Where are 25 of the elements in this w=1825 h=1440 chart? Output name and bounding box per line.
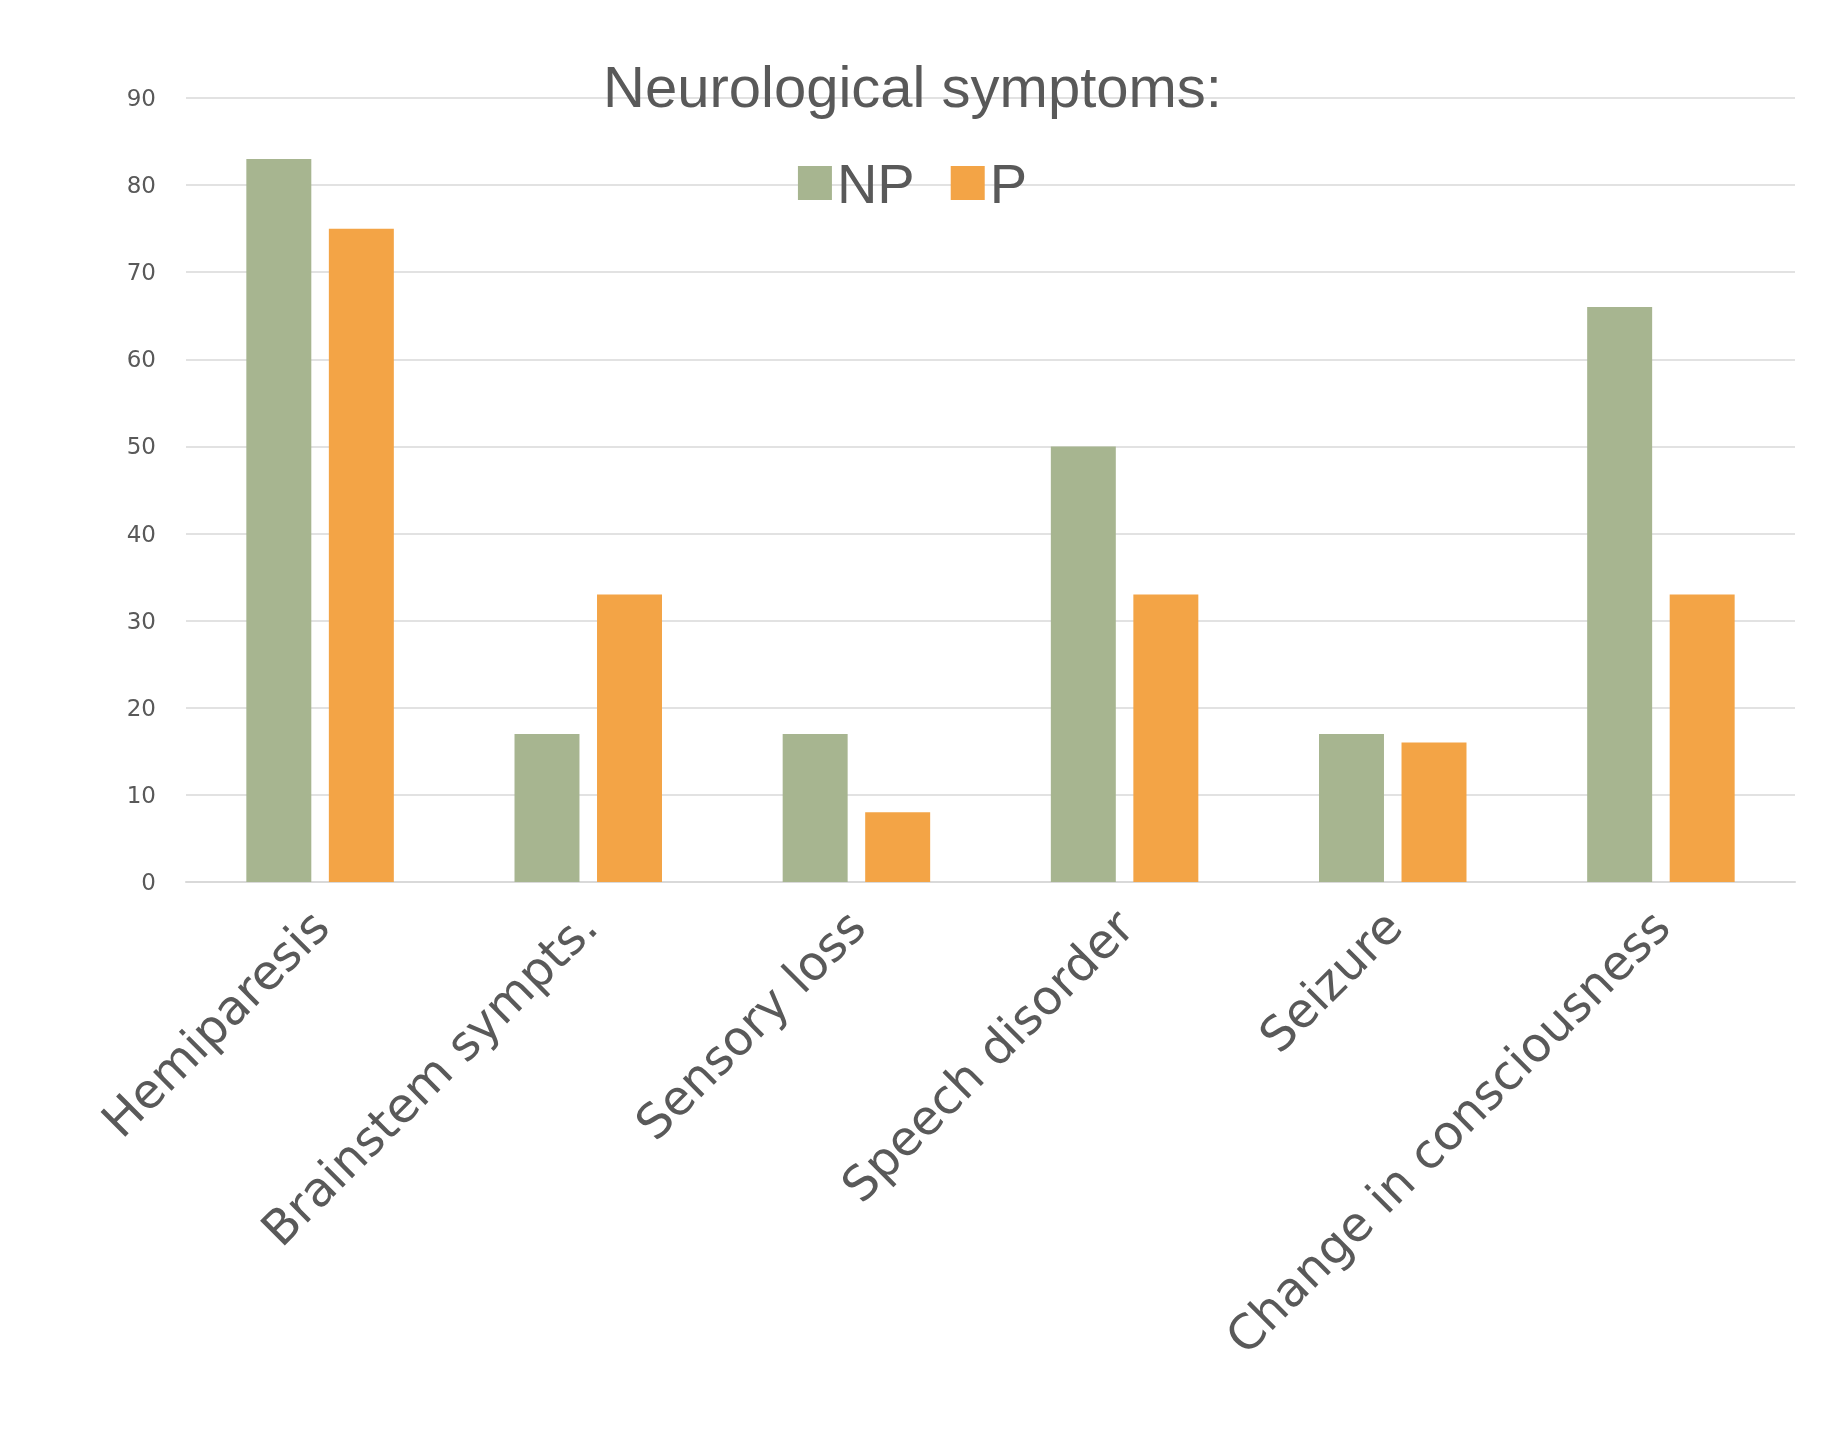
bar xyxy=(514,733,580,882)
bar xyxy=(1401,742,1467,882)
bar xyxy=(782,733,848,882)
y-tick-label: 10 xyxy=(126,781,156,808)
bar xyxy=(1669,594,1735,882)
y-tick-label: 70 xyxy=(126,259,156,286)
bar xyxy=(1587,307,1653,882)
y-tick-label: 50 xyxy=(126,433,156,460)
bar xyxy=(1319,733,1384,882)
y-tick-label: 0 xyxy=(141,869,156,895)
chart-title: Neurological symptoms: xyxy=(603,53,1222,119)
y-tick-label: 20 xyxy=(126,694,156,721)
y-tick-label: 40 xyxy=(126,520,156,547)
bar xyxy=(1133,594,1199,882)
legend-label: P xyxy=(989,151,1028,215)
y-tick-label: 60 xyxy=(126,346,156,373)
y-tick-label: 30 xyxy=(126,607,156,634)
bar xyxy=(1050,446,1116,882)
bar xyxy=(597,594,662,882)
bar xyxy=(246,158,312,882)
bar xyxy=(328,228,394,882)
bar xyxy=(865,812,931,882)
y-tick-label: 90 xyxy=(126,85,156,111)
y-tick-label: 80 xyxy=(126,172,156,199)
legend-label: NP xyxy=(836,151,915,215)
